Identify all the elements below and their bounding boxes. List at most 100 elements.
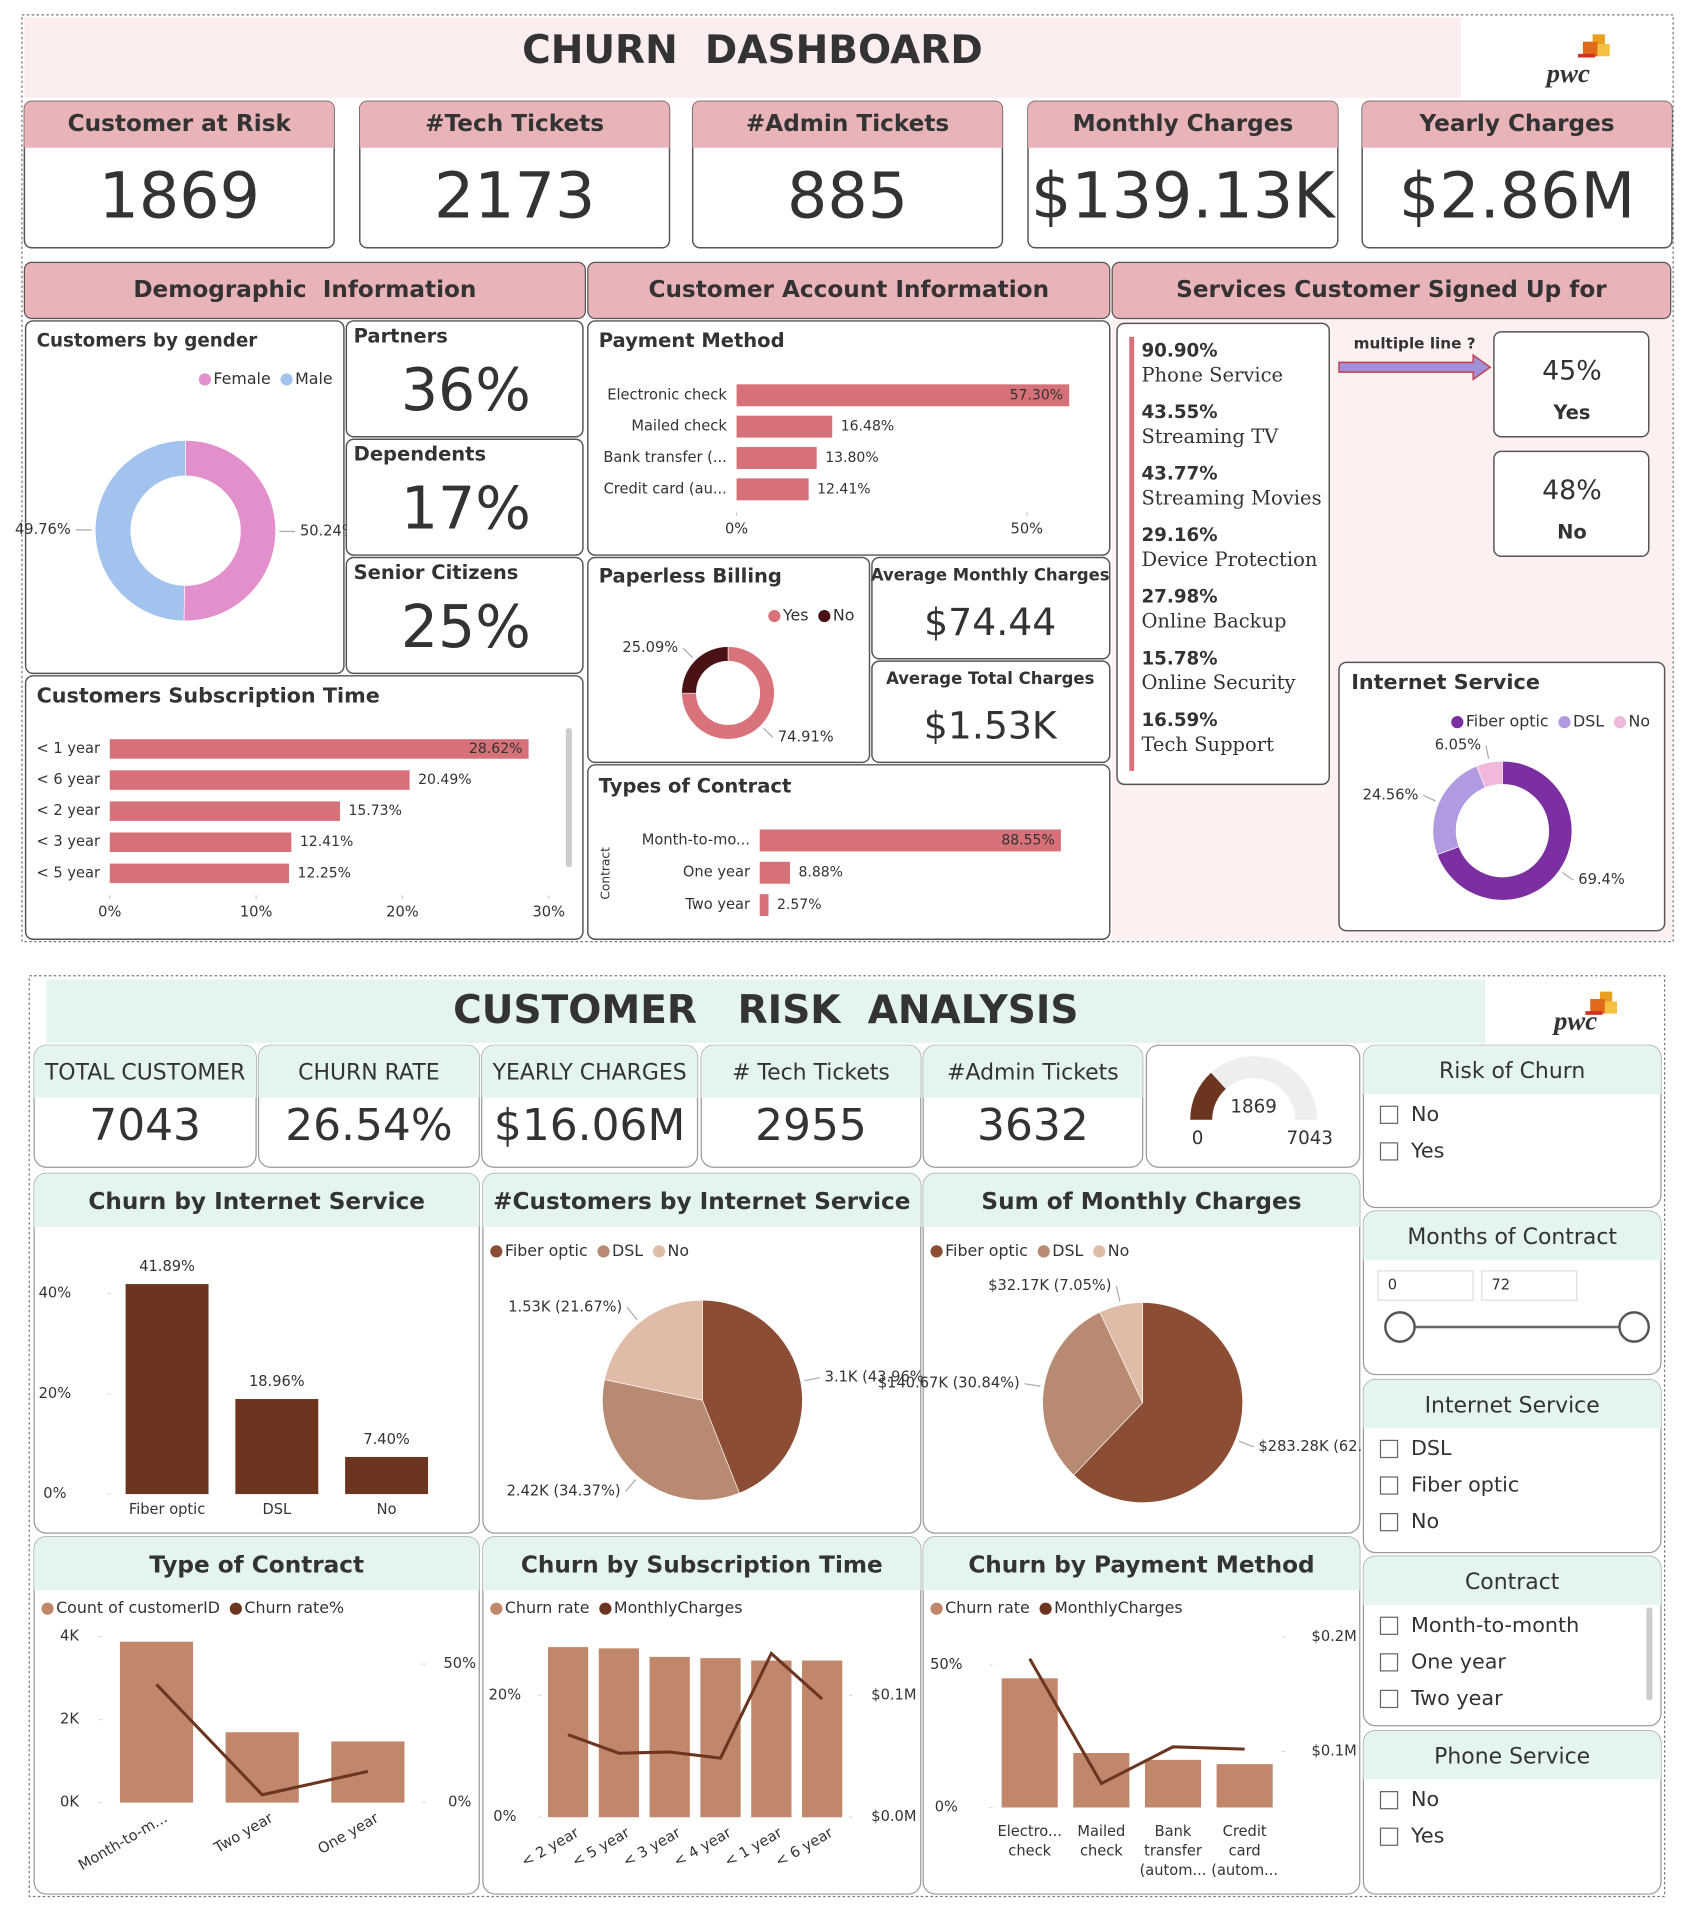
slicer-option[interactable]: DSL — [1411, 1436, 1452, 1460]
logo-mark — [1578, 53, 1596, 58]
y-tick-label: One year — [683, 864, 751, 881]
slicer-option[interactable]: Fiber optic — [1411, 1473, 1519, 1497]
panel — [1145, 1044, 1361, 1168]
card-title: Average Monthly Charges — [871, 565, 1110, 584]
checkbox[interactable] — [1379, 1616, 1399, 1635]
y2-tick-label: $0.1M — [1312, 1742, 1357, 1759]
checkbox[interactable] — [1379, 1791, 1399, 1810]
slicer-option[interactable]: No — [1411, 1787, 1439, 1811]
donut-segment — [94, 440, 186, 622]
kpi-header — [692, 101, 1003, 148]
legend-label: Fiber optic — [505, 1241, 588, 1260]
legend-marker — [599, 1602, 612, 1615]
section-title: Services Customer Signed Up for — [1176, 276, 1607, 303]
legend-label: Male — [295, 369, 333, 388]
legend-label: Churn rate — [505, 1598, 590, 1617]
kpi-label: Yearly Charges — [1419, 110, 1615, 137]
y-axis-title: Contract — [599, 847, 613, 900]
legend-label: MonthlyCharges — [1054, 1598, 1183, 1617]
logo-mark — [1604, 1001, 1618, 1014]
checkbox[interactable] — [1379, 1827, 1399, 1846]
service-name: Online Security — [1141, 671, 1295, 694]
x-tick-label: No — [377, 1501, 397, 1518]
legend-label: Fiber optic — [1466, 712, 1549, 731]
x-tick-label: 30% — [533, 903, 566, 920]
bar — [119, 1641, 194, 1803]
card-label: No — [1557, 521, 1587, 544]
legend-label: Fiber optic — [945, 1241, 1028, 1260]
leader-line — [1423, 794, 1436, 802]
service-percent: 43.77% — [1141, 464, 1217, 485]
chart-title: Payment Method — [599, 329, 785, 352]
legend-label: Female — [213, 369, 270, 388]
service-percent: 90.90% — [1141, 340, 1217, 361]
service-percent: 16.59% — [1141, 710, 1217, 731]
checkbox[interactable] — [1379, 1476, 1399, 1495]
slicer-header — [1363, 1556, 1661, 1606]
checkbox[interactable] — [1379, 1142, 1399, 1161]
leader-line — [804, 1377, 820, 1382]
slicer-header — [1363, 1730, 1661, 1780]
slicer-option[interactable]: No — [1411, 1509, 1439, 1533]
bar — [759, 829, 1061, 852]
bar — [1144, 1759, 1202, 1808]
gauge-min-label: 0 — [1192, 1128, 1204, 1149]
legend-marker — [1451, 716, 1464, 729]
checkbox[interactable] — [1379, 1689, 1399, 1709]
panel — [1116, 322, 1330, 786]
checkbox[interactable] — [1379, 1105, 1399, 1124]
pie-slice — [702, 1299, 803, 1494]
slicer-option[interactable]: No — [1411, 1102, 1439, 1126]
bar — [109, 739, 529, 759]
panel — [345, 556, 584, 675]
y2-tick-label: $0.2M — [1312, 1628, 1357, 1645]
slicer-option[interactable]: Two year — [1410, 1686, 1503, 1710]
slicer-option[interactable]: Month-to-month — [1411, 1613, 1579, 1637]
chart-title: Type of Contract — [149, 1552, 364, 1579]
checkbox[interactable] — [1379, 1512, 1399, 1532]
panel — [24, 320, 345, 675]
kpi-value: 26.54% — [285, 1100, 452, 1151]
slicer-header — [1363, 1379, 1661, 1429]
service-name: Tech Support — [1141, 733, 1274, 756]
slicer-title: Months of Contract — [1407, 1225, 1617, 1250]
slider-handle[interactable] — [1384, 1311, 1416, 1343]
x-tick-label: 0% — [98, 903, 121, 920]
section-header — [587, 261, 1111, 320]
bar — [235, 1399, 319, 1495]
range-input[interactable] — [1377, 1270, 1474, 1301]
slicer-title: Risk of Churn — [1439, 1059, 1585, 1084]
kpi-label: Customer at Risk — [68, 110, 292, 137]
slicer-option[interactable]: Yes — [1410, 1138, 1444, 1162]
y-tick-label: < 1 year — [36, 740, 100, 757]
y-tick-label: Mailed check — [631, 418, 727, 435]
legend-label: Yes — [782, 606, 809, 625]
bar — [751, 1660, 792, 1818]
service-percent: 43.55% — [1141, 402, 1217, 423]
slider-handle[interactable] — [1618, 1311, 1650, 1343]
checkbox[interactable] — [1379, 1439, 1399, 1459]
logo-mark — [1590, 998, 1605, 1014]
chart-title: Churn by Payment Method — [968, 1552, 1314, 1579]
kpi-header — [34, 1045, 257, 1098]
dashboard-title: CUSTOMER RISK ANALYSIS — [453, 988, 1078, 1033]
y-tick-label: 40% — [39, 1285, 72, 1302]
slicer-option[interactable]: Yes — [1410, 1824, 1444, 1848]
card-title: Partners — [354, 324, 448, 347]
bar — [1073, 1753, 1130, 1808]
donut-segment — [681, 646, 775, 740]
y2-tick-label: $0.1M — [871, 1686, 916, 1703]
legend-marker — [1613, 716, 1627, 729]
leader-line — [1024, 1383, 1041, 1387]
legend-label: DSL — [1573, 712, 1604, 731]
panel — [345, 320, 584, 438]
donut-segment — [183, 440, 276, 622]
legend-label: Churn rate — [945, 1598, 1030, 1617]
checkbox[interactable] — [1379, 1653, 1399, 1672]
legend-marker — [1093, 1245, 1106, 1258]
logo-mark — [1597, 44, 1610, 57]
slicer-option[interactable]: One year — [1411, 1649, 1506, 1673]
range-input[interactable] — [1481, 1270, 1578, 1301]
slicer-header — [1363, 1045, 1661, 1095]
service-name: Streaming TV — [1141, 425, 1279, 448]
